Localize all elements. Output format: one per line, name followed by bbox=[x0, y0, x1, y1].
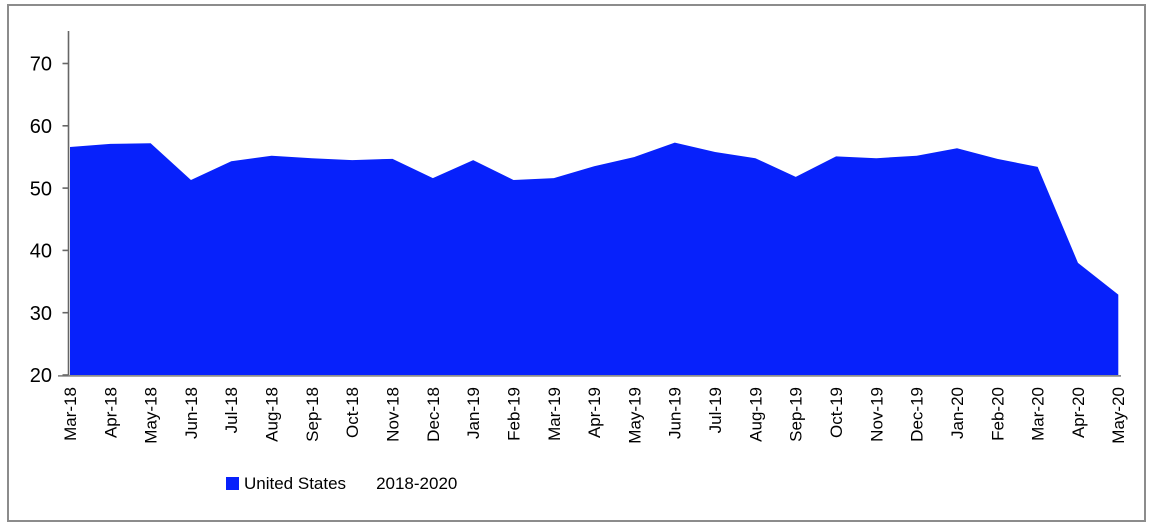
x-tick-label: Dec-18 bbox=[424, 387, 443, 442]
x-tick-label: Jan-19 bbox=[464, 387, 483, 439]
x-tick-label: Apr-19 bbox=[585, 387, 604, 438]
united-states-area-series bbox=[70, 142, 1119, 375]
x-tick-label: Jul-18 bbox=[222, 387, 241, 433]
y-tick-label: 70 bbox=[30, 54, 52, 76]
x-tick-label: Aug-18 bbox=[263, 387, 282, 442]
x-tick-label: Jun-19 bbox=[666, 387, 685, 439]
x-tick-label: Jul-19 bbox=[706, 387, 725, 433]
legend-period-label: 2018-2020 bbox=[376, 474, 458, 493]
x-tick-label: Mar-20 bbox=[1029, 387, 1048, 441]
x-tick-label: Feb-20 bbox=[988, 387, 1007, 441]
y-tick-label: 50 bbox=[30, 178, 52, 200]
y-tick-label: 40 bbox=[30, 241, 52, 263]
y-tick-label: 20 bbox=[30, 365, 52, 387]
x-tick-label: Oct-19 bbox=[827, 387, 846, 438]
x-tick-label: May-18 bbox=[142, 387, 161, 444]
y-tick-label: 60 bbox=[30, 116, 52, 138]
x-tick-label: Nov-19 bbox=[867, 387, 886, 442]
x-tick-label: Mar-19 bbox=[545, 387, 564, 441]
legend: United States 2018-2020 bbox=[226, 475, 457, 492]
x-tick-label: Nov-18 bbox=[384, 387, 403, 442]
x-tick-label: Oct-18 bbox=[343, 387, 362, 438]
legend-label-united-states: United States bbox=[244, 474, 347, 493]
x-tick-label: Sep-19 bbox=[787, 387, 806, 442]
x-tick-label: Mar-18 bbox=[61, 387, 80, 441]
x-tick-label: Sep-18 bbox=[303, 387, 322, 442]
x-tick-label: Apr-18 bbox=[101, 387, 120, 438]
y-tick-label: 30 bbox=[30, 303, 52, 325]
x-tick-label: Dec-19 bbox=[908, 387, 927, 442]
x-tick-label: May-19 bbox=[625, 387, 644, 444]
x-tick-label: May-20 bbox=[1109, 387, 1128, 444]
x-tick-label: Apr-20 bbox=[1069, 387, 1088, 438]
x-tick-label: Aug-19 bbox=[746, 387, 765, 442]
legend-swatch-united-states bbox=[226, 477, 239, 490]
x-tick-label: Feb-19 bbox=[504, 387, 523, 441]
x-tick-label: Jun-18 bbox=[182, 387, 201, 439]
x-tick-label: Jan-20 bbox=[948, 387, 967, 439]
